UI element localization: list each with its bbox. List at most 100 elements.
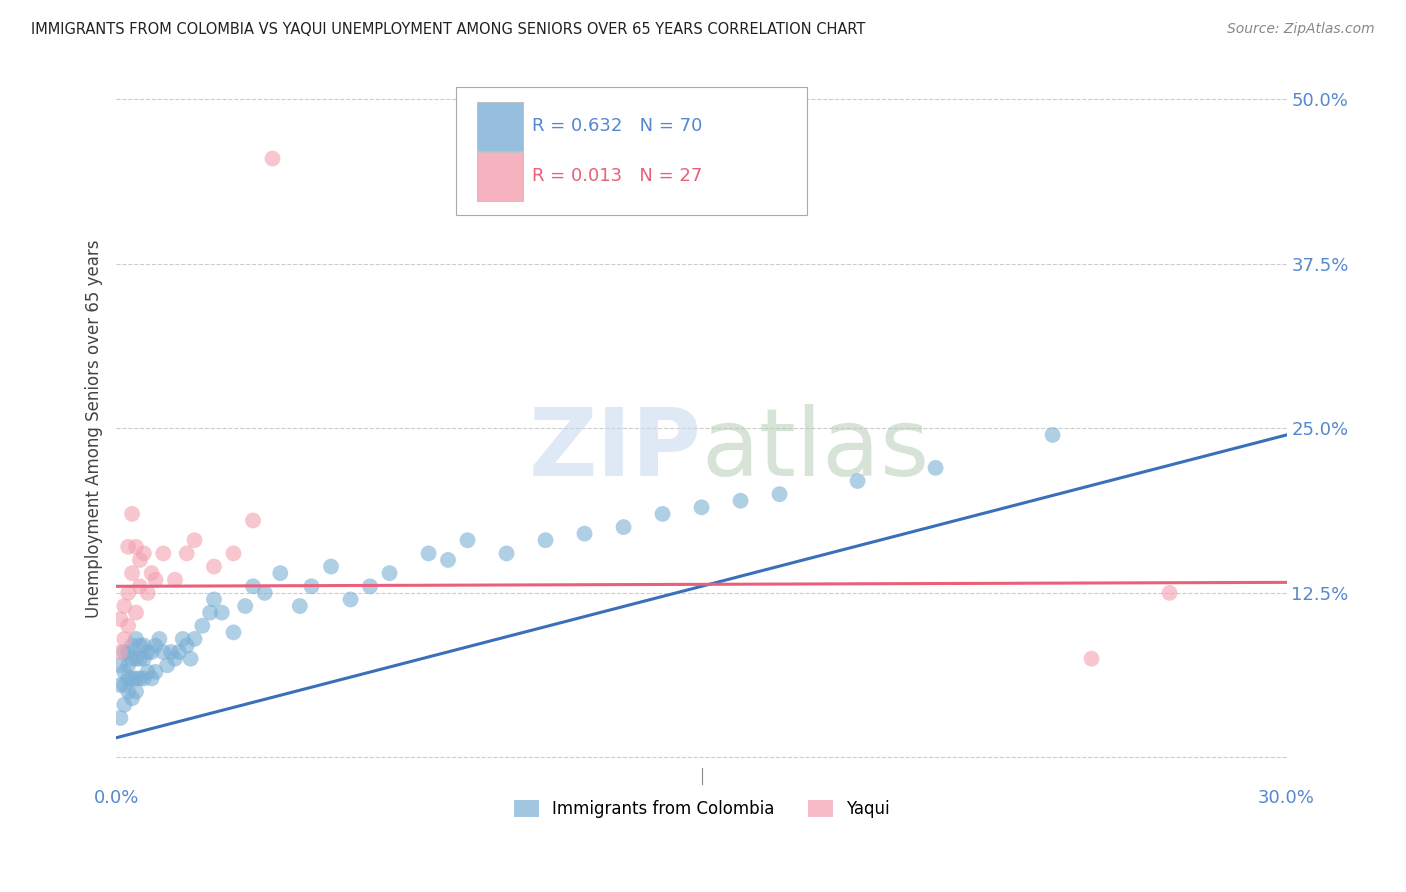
FancyBboxPatch shape [477, 152, 523, 201]
Point [534, 533, 557, 548]
Point [121, 507, 143, 521]
Legend: Immigrants from Colombia, Yaqui: Immigrants from Colombia, Yaqui [508, 794, 896, 825]
Point [112, 698, 135, 712]
Point [202, 592, 225, 607]
Point [924, 460, 946, 475]
Point [121, 691, 143, 706]
Point [110, 612, 132, 626]
Point [117, 684, 139, 698]
Point [117, 586, 139, 600]
Point [651, 507, 673, 521]
Point [262, 152, 284, 166]
Point [1042, 428, 1064, 442]
Point [128, 672, 150, 686]
Point [319, 559, 342, 574]
Point [132, 546, 155, 560]
Point [136, 586, 159, 600]
Point [117, 658, 139, 673]
Point [132, 672, 155, 686]
Text: R = 0.013   N = 27: R = 0.013 N = 27 [531, 167, 702, 185]
Point [125, 632, 148, 646]
Text: IMMIGRANTS FROM COLOMBIA VS YAQUI UNEMPLOYMENT AMONG SENIORS OVER 65 YEARS CORRE: IMMIGRANTS FROM COLOMBIA VS YAQUI UNEMPL… [31, 22, 865, 37]
Point [378, 566, 401, 581]
Text: Source: ZipAtlas.com: Source: ZipAtlas.com [1227, 22, 1375, 37]
Point [128, 579, 150, 593]
Point [1080, 651, 1102, 665]
Point [125, 684, 148, 698]
Point [612, 520, 634, 534]
Point [121, 651, 143, 665]
Point [437, 553, 460, 567]
Point [176, 639, 198, 653]
Text: atlas: atlas [702, 404, 929, 496]
Point [121, 639, 143, 653]
Point [117, 645, 139, 659]
Point [125, 540, 148, 554]
Point [141, 566, 163, 581]
Point [495, 546, 517, 560]
FancyBboxPatch shape [477, 102, 523, 151]
Point [152, 645, 174, 659]
Point [163, 573, 186, 587]
Point [125, 672, 148, 686]
Point [160, 645, 183, 659]
Point [112, 599, 135, 613]
Point [156, 658, 179, 673]
Point [253, 586, 276, 600]
Point [183, 533, 205, 548]
Point [136, 665, 159, 679]
Point [110, 658, 132, 673]
Point [112, 632, 135, 646]
Point [117, 540, 139, 554]
Point [222, 625, 245, 640]
Text: R = 0.632   N = 70: R = 0.632 N = 70 [531, 117, 702, 136]
Point [110, 645, 132, 659]
Point [222, 546, 245, 560]
Point [172, 632, 194, 646]
Point [288, 599, 311, 613]
Point [198, 606, 221, 620]
Point [128, 553, 150, 567]
Point [176, 546, 198, 560]
Point [152, 546, 174, 560]
Point [132, 639, 155, 653]
Point [768, 487, 790, 501]
Point [145, 639, 167, 653]
Y-axis label: Unemployment Among Seniors over 65 years: Unemployment Among Seniors over 65 years [86, 239, 103, 617]
Point [1159, 586, 1181, 600]
Point [141, 672, 163, 686]
Point [112, 645, 135, 659]
Point [128, 639, 150, 653]
Point [191, 619, 214, 633]
Point [211, 606, 233, 620]
Point [117, 619, 139, 633]
Text: ZIP: ZIP [529, 404, 702, 496]
Point [110, 678, 132, 692]
Point [269, 566, 291, 581]
FancyBboxPatch shape [456, 87, 807, 215]
Point [339, 592, 361, 607]
Point [359, 579, 381, 593]
Point [112, 678, 135, 692]
Point [457, 533, 479, 548]
Point [690, 500, 713, 515]
Point [574, 526, 596, 541]
Point [242, 514, 264, 528]
Point [163, 651, 186, 665]
Point [730, 493, 752, 508]
Point [202, 559, 225, 574]
Point [128, 651, 150, 665]
Point [167, 645, 190, 659]
Point [148, 632, 170, 646]
Point [301, 579, 323, 593]
Point [110, 711, 132, 725]
Point [132, 651, 155, 665]
Point [233, 599, 256, 613]
Point [180, 651, 202, 665]
Point [121, 672, 143, 686]
Point [121, 566, 143, 581]
Point [117, 672, 139, 686]
Point [136, 645, 159, 659]
Point [145, 665, 167, 679]
Point [846, 474, 869, 488]
